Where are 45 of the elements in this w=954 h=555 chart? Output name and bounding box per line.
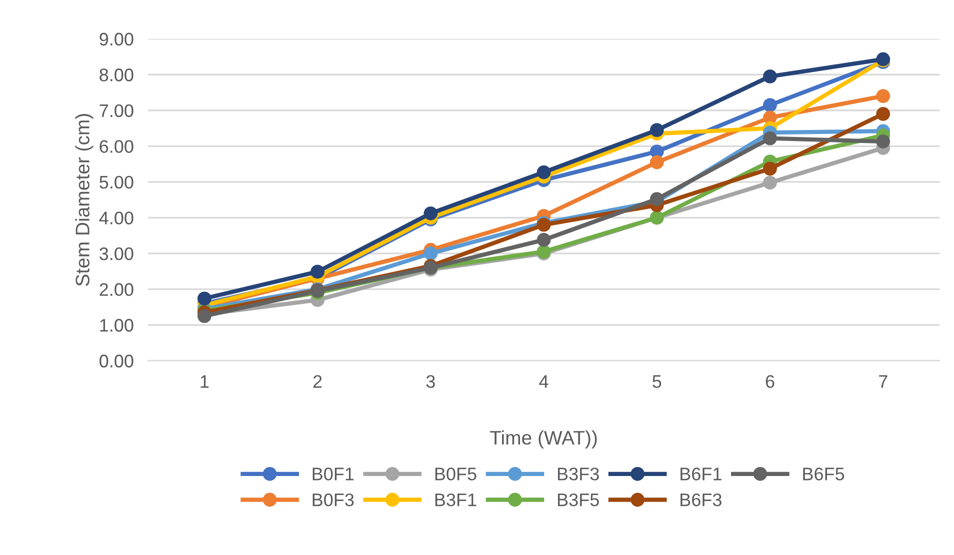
point bbox=[876, 134, 890, 148]
legend-label: B3F5 bbox=[558, 493, 599, 506]
y-tick-label: 4.00 bbox=[99, 212, 134, 224]
y-tick-label: 1.00 bbox=[100, 318, 134, 332]
point bbox=[763, 69, 777, 84]
x-tick-label: 1 bbox=[200, 375, 209, 388]
point bbox=[424, 206, 438, 220]
point bbox=[536, 165, 551, 180]
x-tick-label: 7 bbox=[879, 375, 888, 388]
x-axis-title: Time (WAT)) bbox=[490, 430, 597, 448]
x-tick-label: 3 bbox=[426, 375, 435, 388]
legend-label: B3F1 bbox=[435, 493, 476, 506]
point bbox=[763, 176, 777, 190]
point bbox=[650, 155, 664, 170]
y-tick-label: 2.00 bbox=[100, 283, 134, 296]
x-tick-label: 5 bbox=[652, 375, 662, 388]
legend-label: B0F3 bbox=[312, 493, 354, 506]
point bbox=[536, 232, 551, 247]
point bbox=[876, 89, 890, 104]
point bbox=[424, 246, 438, 260]
x-tick-label: 2 bbox=[313, 375, 322, 388]
y-tick-label: 9.00 bbox=[100, 32, 134, 46]
y-tick-label: 8.00 bbox=[100, 68, 134, 82]
y-tick-label: 5.00 bbox=[100, 176, 134, 189]
x-tick-label: 4 bbox=[539, 375, 548, 388]
point bbox=[650, 192, 664, 206]
legend-label: B6F5 bbox=[803, 468, 844, 480]
point bbox=[763, 162, 777, 176]
legend-label: B6F3 bbox=[680, 493, 722, 506]
point bbox=[763, 131, 777, 146]
y-tick-label: 3.00 bbox=[100, 247, 134, 260]
point bbox=[763, 98, 777, 112]
legend-label: B0F5 bbox=[435, 468, 476, 480]
y-tick-label: 7.00 bbox=[100, 104, 134, 118]
y-tick-label: 6.00 bbox=[100, 140, 134, 153]
x-tick-label: 6 bbox=[766, 375, 774, 388]
y-axis-title: Stem Diameter (cm) bbox=[75, 114, 94, 286]
point bbox=[310, 264, 324, 279]
y-tick-label: 0.00 bbox=[100, 354, 134, 368]
point bbox=[650, 123, 664, 137]
legend-label: B3F3 bbox=[558, 468, 599, 480]
point bbox=[876, 107, 890, 121]
legend-label: B6F1 bbox=[680, 468, 722, 480]
point bbox=[197, 292, 212, 306]
legend-label: B0F1 bbox=[312, 468, 354, 480]
